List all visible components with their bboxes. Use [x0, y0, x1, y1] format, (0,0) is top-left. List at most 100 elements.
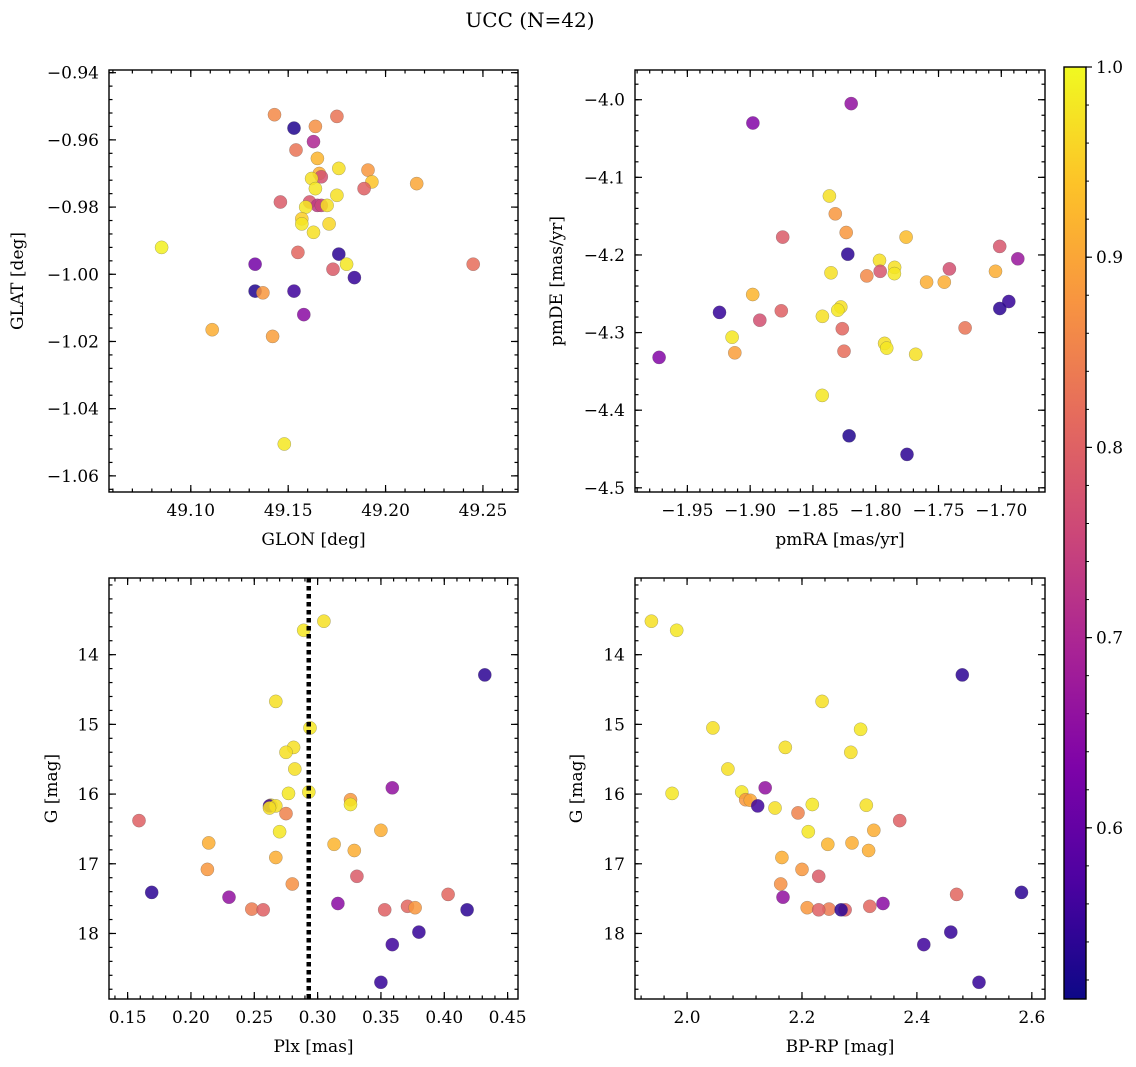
- scatter-point: [795, 862, 809, 877]
- y-tick-label: −4.5: [584, 479, 625, 499]
- scatter-point: [775, 850, 789, 865]
- scatter-point: [298, 200, 313, 214]
- plot-frame: [634, 577, 1046, 1000]
- scatter-point: [842, 428, 856, 443]
- scatter-point: [460, 903, 474, 917]
- scatter-point: [665, 786, 679, 801]
- x-tick-label: −1.95: [661, 501, 713, 521]
- scatter-point: [821, 837, 835, 852]
- x-tick-label: 49.10: [166, 501, 215, 521]
- y-tick-label: −4.0: [584, 91, 625, 111]
- scatter-point: [644, 614, 659, 629]
- scatter-point: [132, 813, 146, 828]
- scatter-point: [917, 937, 931, 952]
- scatter-point: [750, 799, 765, 813]
- scatter-point: [811, 869, 826, 884]
- scatter-point: [357, 181, 371, 196]
- scatter-point: [273, 195, 288, 209]
- scatter-point: [775, 230, 790, 244]
- x-tick-label: 49.20: [361, 501, 410, 521]
- scatter-point: [879, 341, 894, 355]
- scatter-point: [256, 903, 271, 917]
- scatter-point: [768, 801, 782, 815]
- x-tick-label: −1.75: [912, 501, 964, 521]
- scatter-point: [339, 257, 354, 272]
- scatter-point: [712, 305, 727, 320]
- x-tick-label: 0.45: [489, 1008, 527, 1028]
- scatter-point: [876, 896, 890, 911]
- x-axis-label: pmRA [mas/yr]: [775, 530, 904, 550]
- scatter-point: [822, 189, 837, 203]
- scatter-point: [745, 287, 760, 302]
- colorbar-tick-label: 0.9: [1096, 248, 1123, 268]
- scatter-point: [1014, 885, 1029, 900]
- scatter-point: [860, 269, 874, 283]
- scatter-point: [268, 850, 283, 865]
- y-tick-label: 17: [603, 855, 625, 875]
- scatter-point: [791, 806, 805, 820]
- scatter-point: [824, 265, 838, 280]
- y-tick-label: −1.02: [47, 332, 99, 352]
- scatter-point: [937, 275, 952, 289]
- x-tick-label: −1.85: [787, 501, 839, 521]
- scatter-point: [222, 890, 236, 905]
- scatter-point: [972, 975, 986, 990]
- scatter-point: [144, 885, 159, 900]
- scatter-point: [815, 388, 830, 403]
- y-tick-label: 16: [77, 785, 99, 805]
- y-tick-label: 17: [77, 855, 99, 875]
- scatter-point: [815, 694, 829, 709]
- y-tick-label: 16: [603, 785, 625, 805]
- scatter-point: [343, 797, 358, 812]
- scatter-point: [776, 890, 790, 905]
- x-tick-label: 0.25: [235, 1008, 273, 1028]
- scatter-point: [845, 836, 859, 850]
- scatter-point: [652, 350, 666, 365]
- scatter-point: [268, 694, 283, 709]
- scatter-point: [301, 785, 316, 799]
- scatter-point: [837, 344, 851, 359]
- scatter-point: [835, 321, 850, 336]
- scatter-point: [256, 285, 270, 300]
- axis-ticks: 0.15 0.20 0.25 0.30 0.35 0.40 0.45 14 15 16 17 18: [77, 578, 527, 1028]
- scatter-point: [746, 116, 760, 130]
- scatter-point: [322, 217, 336, 231]
- colorbar-tick-label: 0.8: [1096, 438, 1123, 458]
- scatter-point: [361, 163, 375, 177]
- y-tick-label: −0.98: [47, 198, 99, 218]
- scatter-point: [811, 903, 826, 917]
- x-tick-label: −1.80: [850, 501, 902, 521]
- scatter-point: [778, 740, 793, 755]
- scatter-point: [949, 887, 964, 902]
- axis-ticks: −1.95 −1.90 −1.85 −1.80 −1.75 −1.70 −4.0 −4.1 −4…: [584, 70, 1045, 521]
- scatter-point: [828, 206, 843, 221]
- scatter-point: [265, 329, 280, 344]
- scatter-point: [955, 668, 970, 682]
- scatter-point: [721, 762, 735, 776]
- scatter-point: [844, 96, 859, 111]
- y-tick-label: 18: [603, 924, 625, 944]
- scatter-point: [993, 301, 1007, 316]
- y-tick-label: −1.00: [47, 265, 99, 285]
- colorbar-tick-label: 0.7: [1096, 629, 1123, 649]
- scatter-point: [326, 262, 340, 277]
- scatter-point: [412, 925, 426, 939]
- scatter-point: [267, 107, 282, 122]
- scatter-point: [873, 264, 888, 279]
- scatter-point: [330, 109, 344, 124]
- scatter-point: [279, 745, 293, 760]
- plot-frame: [108, 577, 519, 1000]
- y-tick-label: −1.06: [47, 467, 99, 487]
- scatter-point: [841, 247, 855, 261]
- y-tick-label: 18: [77, 924, 99, 944]
- scatter-point: [374, 975, 388, 990]
- scatter-point: [867, 823, 881, 838]
- scatter-point: [942, 262, 957, 276]
- scatter-point: [859, 798, 874, 813]
- figure-title: UCC (N=42): [465, 8, 594, 32]
- scatter-point: [287, 121, 301, 135]
- scatter-point: [385, 937, 400, 952]
- scatter-point: [327, 837, 341, 852]
- scatter-point: [262, 801, 277, 815]
